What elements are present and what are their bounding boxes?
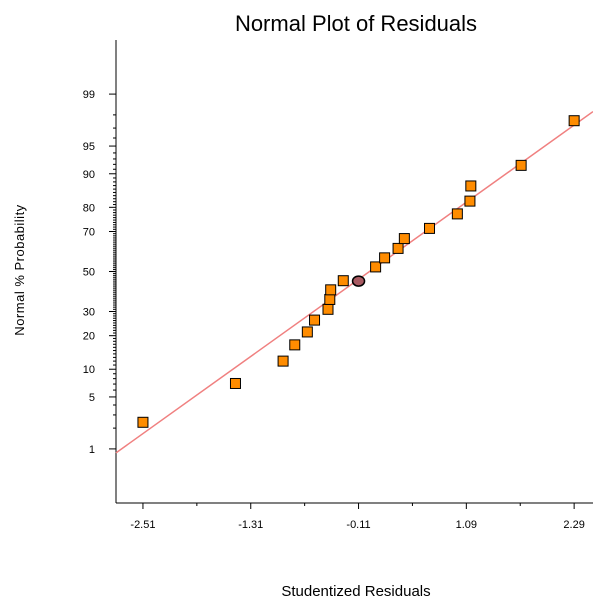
data-point: [277, 355, 289, 367]
y-axis-label: Normal % Probability: [12, 204, 27, 335]
data-point: [379, 252, 391, 264]
data-point: [301, 326, 313, 338]
y-tick-label: 99: [83, 89, 95, 101]
x-tick-label: -2.51: [130, 519, 155, 531]
y-tick-label: 1: [89, 444, 95, 456]
y-tick-label: 10: [83, 364, 95, 376]
data-point: [568, 115, 580, 127]
data-point: [465, 180, 477, 192]
x-tick-label: -0.11: [346, 519, 370, 531]
data-point: [451, 208, 463, 220]
y-tick-label: 90: [83, 169, 95, 181]
data-point: [309, 314, 321, 326]
data-point: [398, 233, 410, 245]
data-point: [324, 293, 336, 305]
y-tick-label: 70: [83, 227, 95, 239]
data-point: [325, 284, 337, 296]
data-points: [137, 115, 580, 428]
data-point: [464, 195, 476, 207]
y-tick-label: 5: [89, 392, 95, 404]
x-tick-label: 1.09: [456, 519, 477, 531]
data-point: [322, 303, 334, 315]
x-axis-label: Studentized Residuals: [281, 583, 430, 600]
data-point: [289, 339, 301, 351]
y-ticks: 1 5 10 20 30 50 70 80 90 95 99: [83, 89, 116, 456]
y-tick-label: 50: [83, 267, 95, 279]
data-point: [424, 222, 436, 234]
highlighted-point: [351, 275, 366, 287]
x-ticks: -2.51 -1.31 -0.11 1.09 2.29: [130, 503, 585, 531]
data-point: [337, 275, 349, 287]
y-tick-label: 95: [83, 141, 95, 153]
y-tick-label: 80: [83, 202, 95, 214]
data-point: [515, 159, 527, 171]
data-point: [392, 242, 404, 254]
chart-title: Normal Plot of Residuals: [235, 11, 477, 36]
y-tick-label: 20: [83, 331, 95, 343]
data-point: [370, 261, 382, 273]
data-point: [229, 377, 241, 389]
data-point: [137, 416, 149, 428]
x-tick-label: -1.31: [238, 519, 263, 531]
y-tick-label: 30: [83, 306, 95, 318]
axes: [115, 40, 593, 504]
x-tick-label: 2.29: [563, 519, 584, 531]
